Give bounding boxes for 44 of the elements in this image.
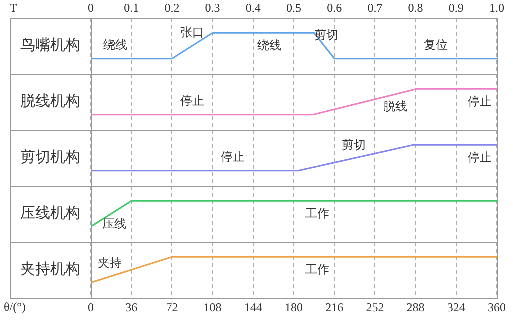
annotation: 剪切	[342, 138, 366, 152]
x-tick-label: 288	[406, 300, 425, 314]
annotation: 剪切	[314, 28, 338, 42]
y-axis-title: 压线机构	[20, 204, 80, 222]
annotation: 夹持	[98, 256, 122, 270]
y-axis-title: 剪切机构	[20, 148, 80, 166]
x-tick-label: 0.2	[164, 1, 180, 16]
annotation: 张口	[180, 25, 204, 40]
x-tick-label: 36	[126, 300, 138, 314]
annotation: 绕线	[103, 38, 128, 52]
annotation: 工作	[306, 206, 330, 220]
x-tick-label: 144	[244, 300, 262, 314]
x-axis-title: T	[10, 1, 18, 16]
annotation: 压线	[102, 216, 127, 231]
x-tick-label: 0.9	[448, 1, 464, 16]
x-axis-title: θ/(°)	[4, 300, 26, 314]
x-tick-label: 360	[488, 300, 506, 314]
annotation: 停止	[180, 94, 204, 108]
x-tick-label: 0	[88, 300, 94, 314]
y-axis-title: 夹持机构	[20, 260, 80, 278]
x-tick-label: 0.1	[124, 1, 140, 16]
x-tick-label: 0.3	[205, 1, 220, 16]
x-tick-label: 0.8	[408, 1, 424, 16]
x-tick-label: 108	[204, 300, 222, 314]
annotation: 脱线	[384, 100, 408, 114]
annotation: 复位	[424, 38, 448, 52]
x-tick-label: 0.7	[368, 1, 383, 16]
annotation: 停止	[468, 94, 492, 108]
x-tick-label: 216	[326, 300, 344, 314]
x-tick-label: 324	[447, 300, 466, 314]
annotation: 工作	[306, 262, 330, 276]
x-tick-label: 72	[166, 300, 178, 314]
y-axis-title: 鸟嘴机构	[20, 36, 80, 54]
x-tick-label: 180	[285, 300, 303, 314]
y-axis-title: 脱线机构	[20, 92, 80, 110]
annotation: 停止	[221, 150, 246, 164]
x-tick-label: 252	[366, 300, 384, 314]
x-tick-label: 0.6	[327, 1, 342, 16]
annotation: 停止	[468, 150, 492, 164]
x-tick-label: 0.4	[246, 1, 261, 16]
annotation: 绕线	[258, 38, 282, 52]
x-tick-label: 1.0	[490, 1, 504, 16]
x-tick-label: 0.5	[286, 1, 302, 16]
x-tick-label: 0	[88, 1, 94, 16]
